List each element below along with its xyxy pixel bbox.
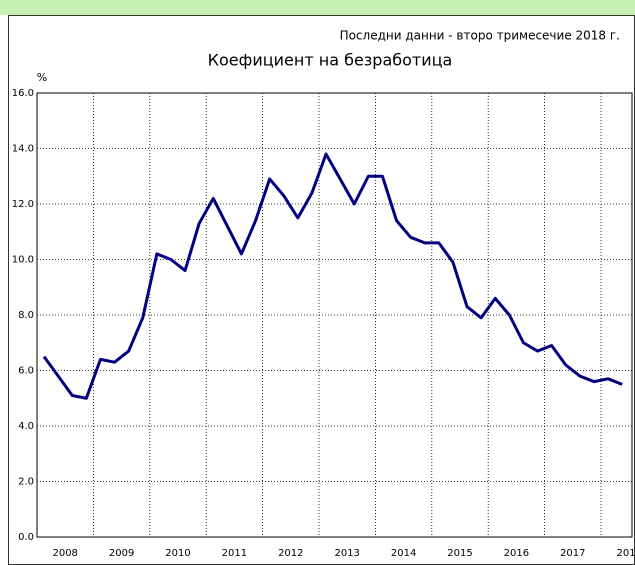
x-tick-label: 2015 <box>447 548 472 559</box>
x-tick-label: 2018 <box>616 548 635 559</box>
x-tick-label: 2014 <box>391 548 416 559</box>
y-tick-label: 8.0 <box>18 310 34 321</box>
x-tick-label: 2013 <box>334 548 359 559</box>
plot-frame <box>36 92 633 538</box>
panel <box>8 15 635 565</box>
y-tick-label: 2.0 <box>18 477 34 488</box>
x-tick-label: 2011 <box>222 548 247 559</box>
x-tick-label: 2010 <box>165 548 190 559</box>
y-tick-label: 16.0 <box>12 88 34 99</box>
chart-title: Коефициент на безработица <box>208 51 453 70</box>
y-tick-label: 14.0 <box>12 144 34 155</box>
x-tick-label: 2012 <box>278 548 303 559</box>
y-tick-label: 12.0 <box>12 199 34 210</box>
top-bar <box>0 0 635 15</box>
y-tick-label: 4.0 <box>18 421 34 432</box>
x-tick-label: 2008 <box>52 548 77 559</box>
y-axis-label: % <box>37 71 47 84</box>
y-tick-label: 6.0 <box>18 366 34 377</box>
y-tick-label: 10.0 <box>12 255 34 266</box>
subtitle: Последни данни - второ тримесечие 2018 г… <box>340 29 620 43</box>
y-tick-label: 0.0 <box>18 532 34 543</box>
x-tick-label: 2009 <box>109 548 134 559</box>
x-tick-label: 2016 <box>504 548 529 559</box>
series-line <box>42 152 623 400</box>
x-tick-label: 2017 <box>560 548 585 559</box>
